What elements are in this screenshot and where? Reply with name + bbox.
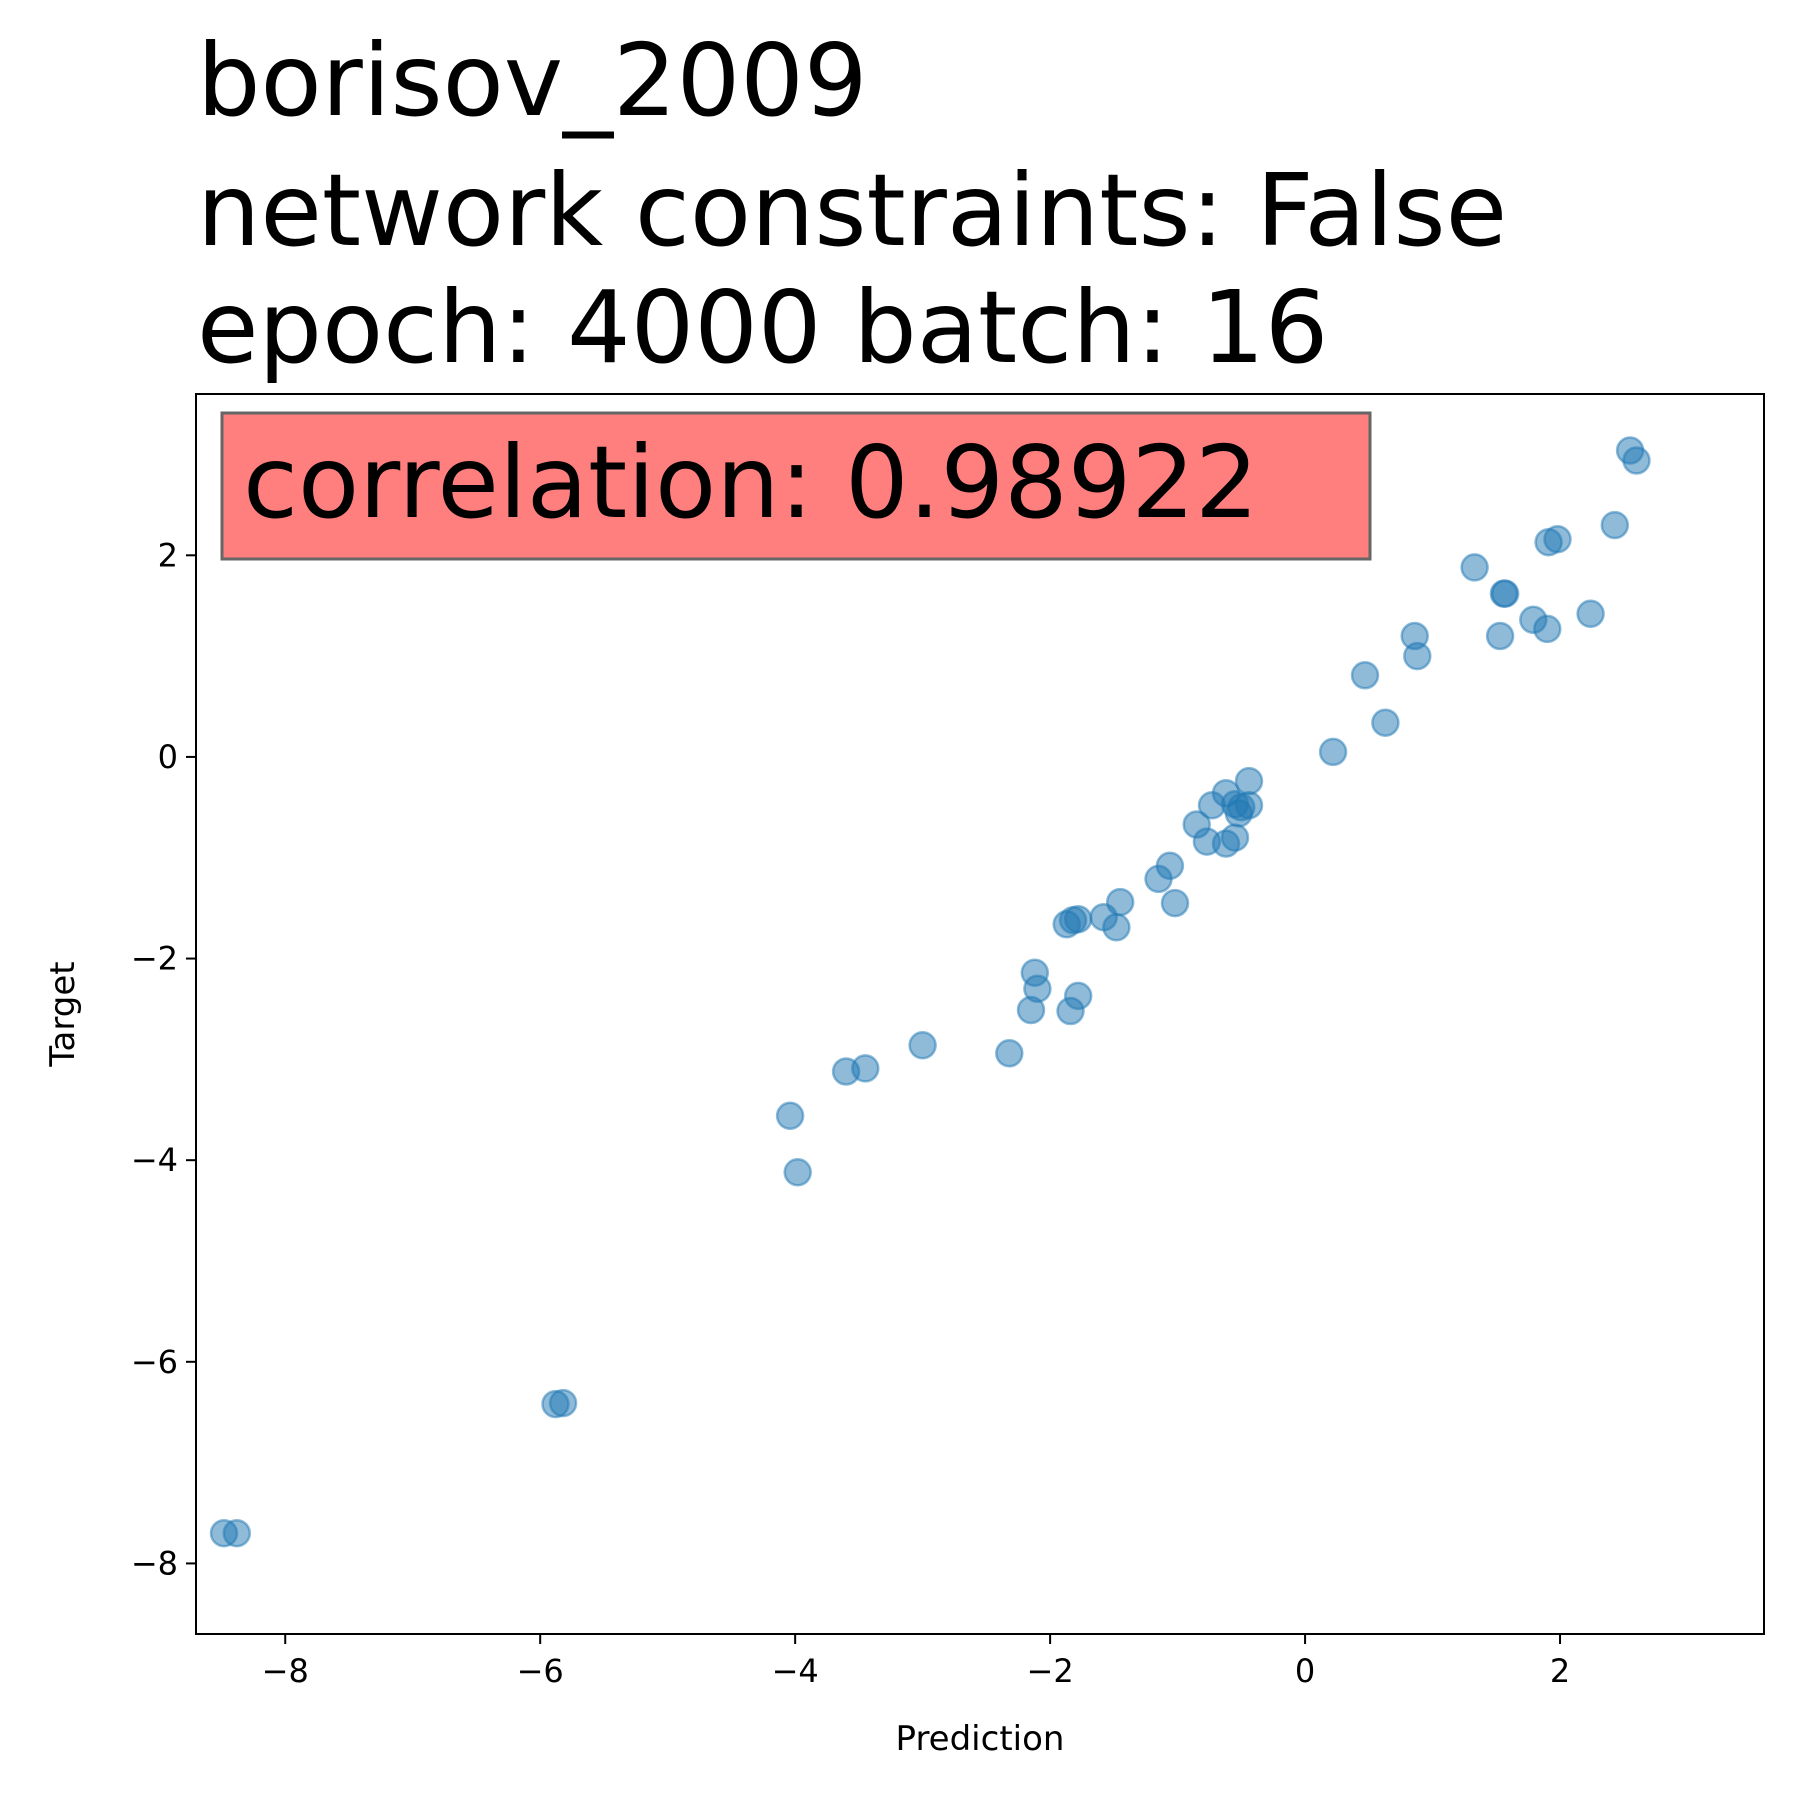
x-axis-label: Prediction [896, 1719, 1065, 1759]
x-tick-label: −2 [1027, 1652, 1074, 1690]
plot-frame [195, 393, 1765, 1635]
chart-title: borisov_2009 network constraints: False … [197, 22, 1507, 386]
data-points [209, 436, 1651, 1548]
data-point-12 [1023, 974, 1052, 1004]
data-point-1 [222, 1518, 252, 1548]
title-line-1: borisov_2009 [197, 22, 868, 139]
correlation-text: correlation: 0.98922 [243, 424, 1259, 541]
data-point-3 [548, 1388, 578, 1418]
x-tick-label: −8 [262, 1652, 309, 1690]
data-point-4 [775, 1101, 805, 1131]
title-line-3: epoch: 4000 batch: 16 [197, 269, 1328, 386]
x-tick-label: 0 [1295, 1652, 1315, 1690]
data-point-37 [1371, 708, 1400, 737]
data-point-48 [1576, 599, 1605, 629]
data-point-47 [1543, 524, 1572, 554]
correlation-box [220, 411, 1372, 561]
data-point-34 [1234, 766, 1264, 796]
data-point-41 [1485, 621, 1515, 651]
title-line-2: network constraints: False [197, 152, 1507, 269]
data-point-33 [1234, 791, 1264, 820]
data-point-49 [1600, 510, 1630, 540]
data-point-39 [1403, 641, 1432, 671]
x-tick-label: −6 [517, 1652, 564, 1690]
y-tick-label: 0 [158, 738, 178, 776]
y-tick-label: −8 [131, 1544, 178, 1582]
data-point-43 [1490, 579, 1520, 608]
y-tick-label: −4 [131, 1141, 178, 1179]
y-tick-label: −2 [131, 940, 178, 978]
data-point-20 [1105, 887, 1135, 917]
data-point-8 [908, 1031, 937, 1060]
data-point-17 [1063, 904, 1093, 934]
data-point-36 [1350, 661, 1380, 690]
y-tick-label: 2 [158, 536, 178, 574]
data-point-14 [1063, 981, 1093, 1011]
y-axis-label: Target [43, 961, 83, 1067]
data-point-5 [783, 1158, 812, 1187]
data-point-9 [995, 1039, 1024, 1068]
data-point-35 [1318, 737, 1348, 767]
data-point-22 [1155, 851, 1185, 881]
y-tick-label: −6 [131, 1343, 178, 1381]
data-point-7 [851, 1054, 880, 1083]
data-point-45 [1533, 614, 1562, 644]
data-point-51 [1622, 446, 1651, 475]
data-point-29 [1220, 823, 1250, 852]
data-point-23 [1160, 888, 1190, 918]
x-tick-label: −4 [772, 1652, 819, 1690]
correlation-annotation: correlation: 0.98922 [220, 411, 1372, 561]
data-point-40 [1460, 553, 1489, 582]
x-tick-label: 2 [1550, 1652, 1570, 1690]
axis-ticks: −8 −6 −4 −2 0 2 −8 −6 −4 −2 0 2 [131, 536, 1570, 1690]
data-point-19 [1102, 913, 1131, 942]
